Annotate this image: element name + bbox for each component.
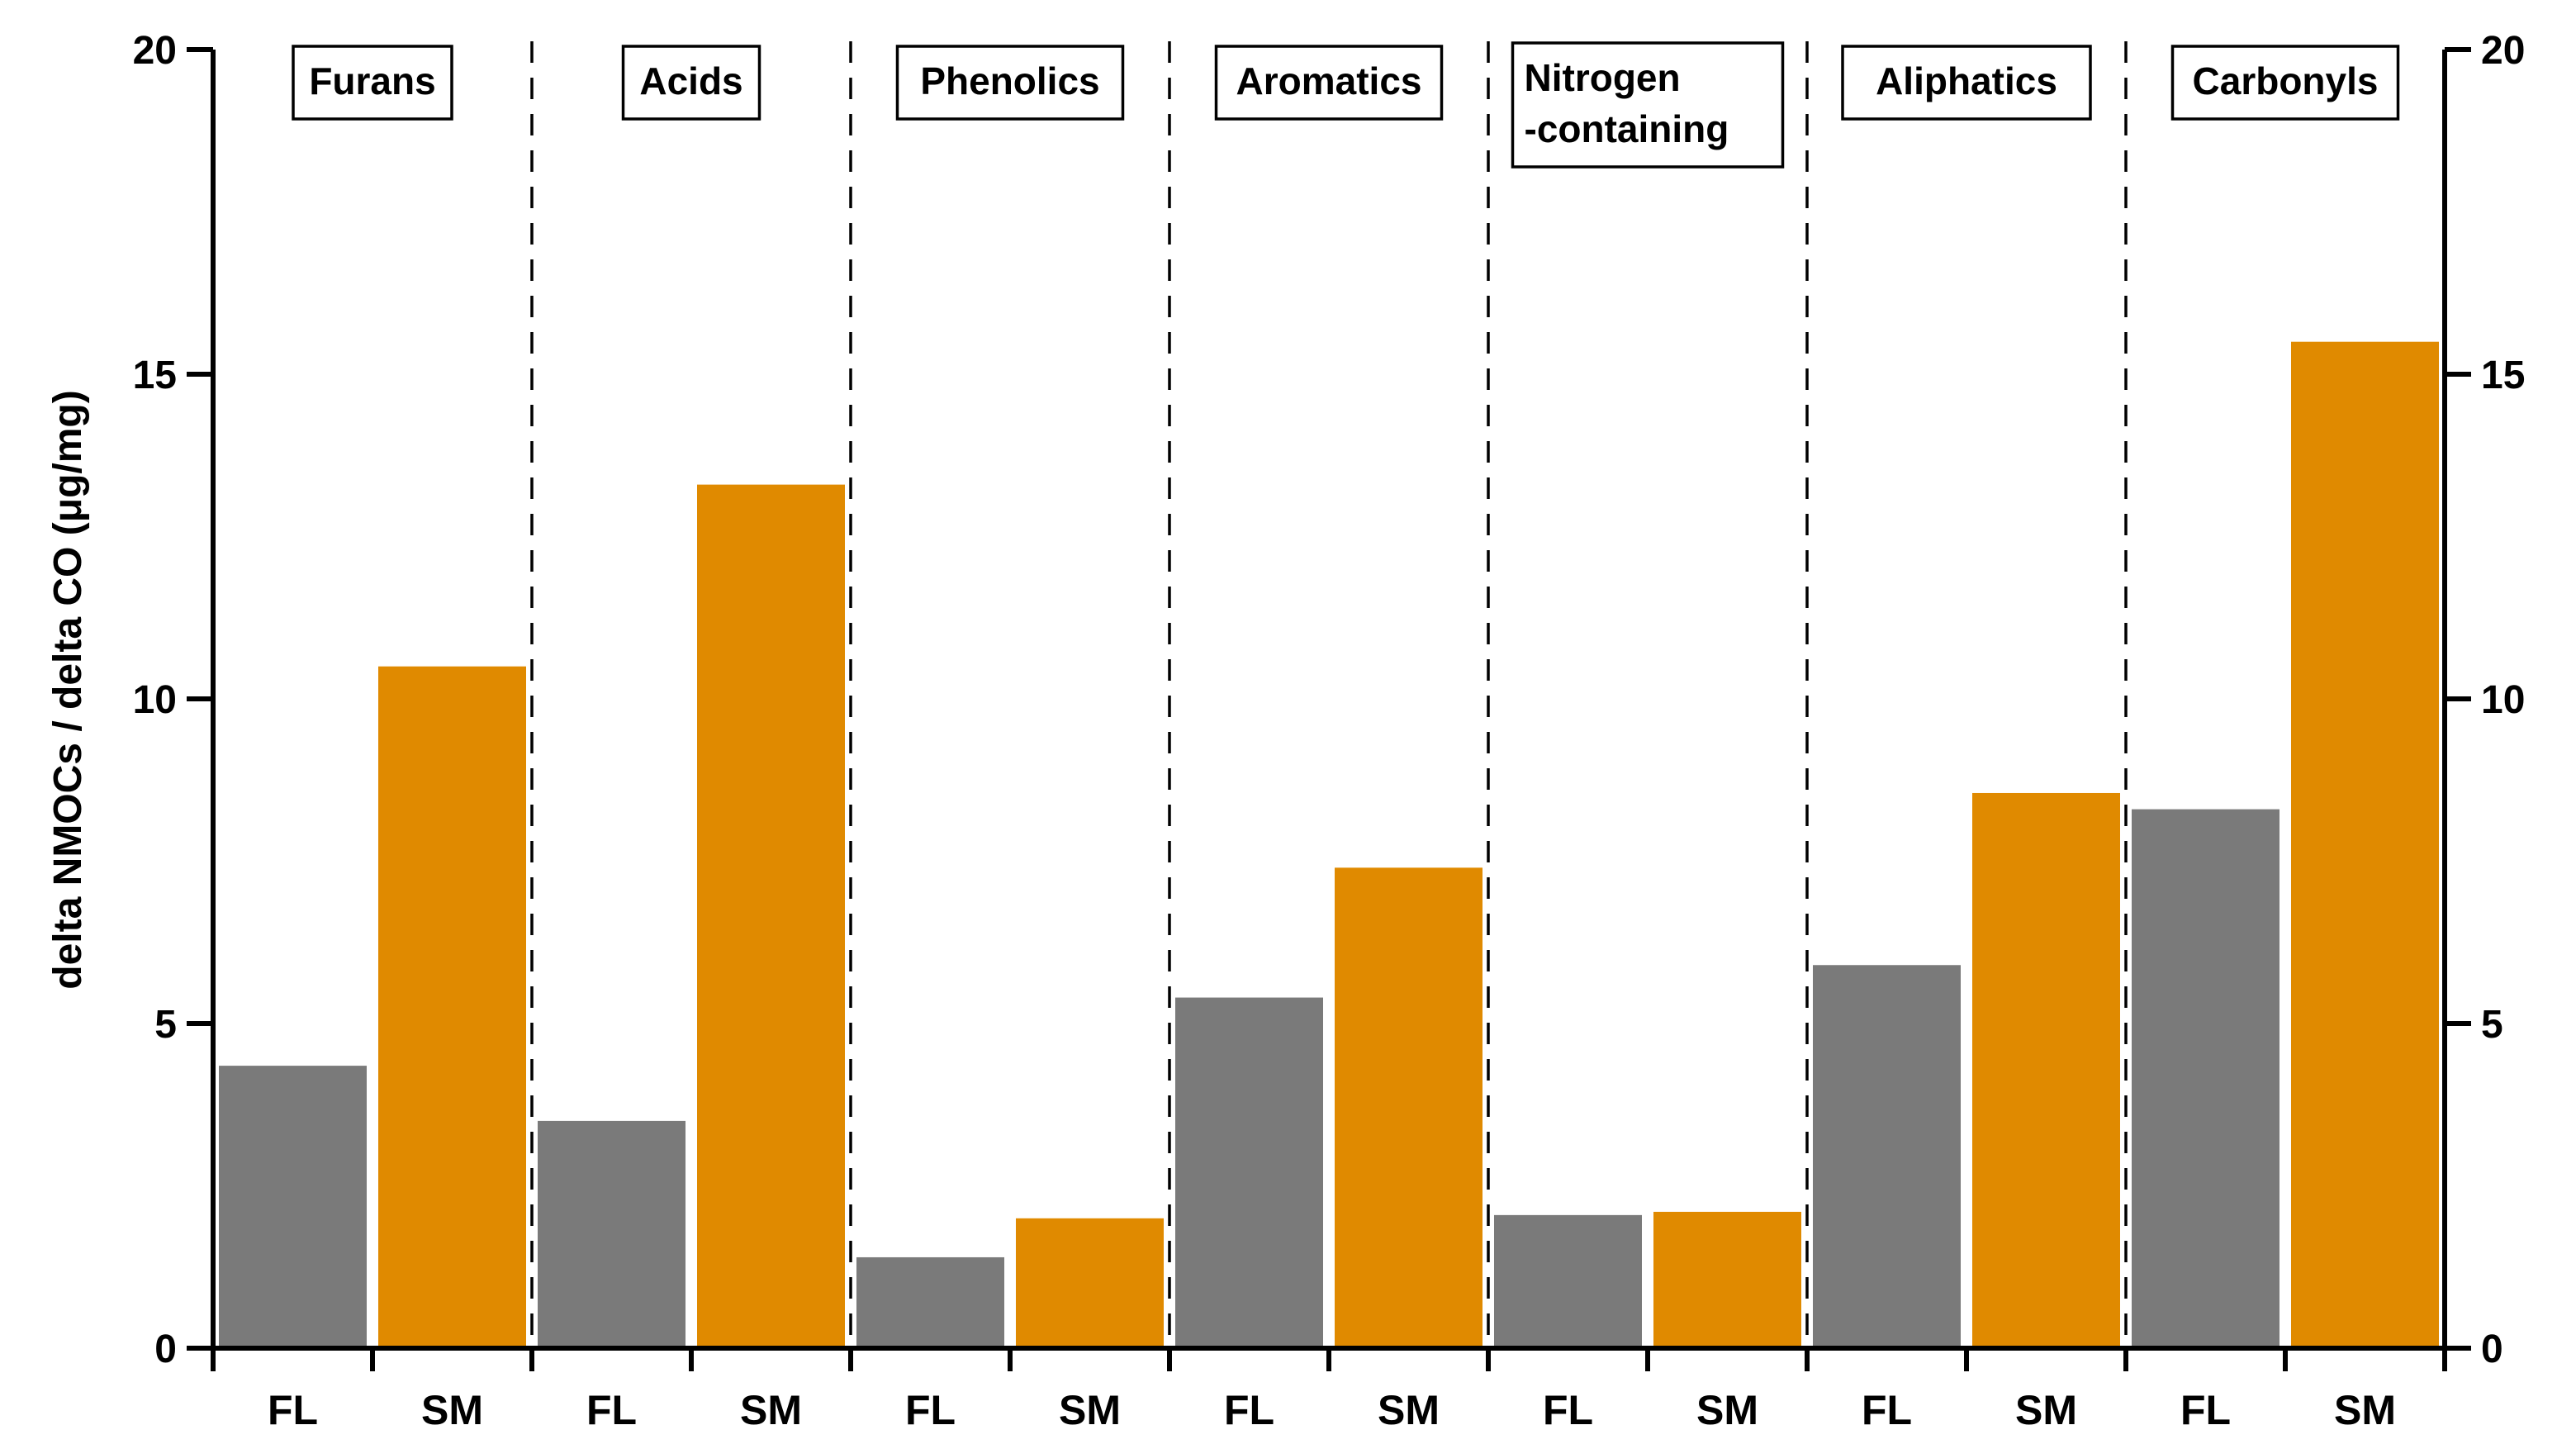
group-label-box (292, 45, 453, 121)
y-axis-label: delta NMOCs / delta CO (μg/mg) (46, 390, 90, 989)
right-y-tick-label: 5 (2481, 1003, 2503, 1047)
bar-sm (1335, 867, 1483, 1346)
left-y-tick-label: 20 (133, 29, 177, 73)
x-tick-label: SM (2334, 1387, 2396, 1433)
x-tick-label: SM (2015, 1387, 2077, 1433)
x-tick-label: FL (2180, 1387, 2231, 1433)
group-label-box (1511, 41, 1785, 169)
x-tick-label: FL (268, 1387, 318, 1433)
x-tick-label: SM (1378, 1387, 1440, 1433)
right-y-tick-label: 15 (2481, 354, 2525, 397)
group-label: Aromatics (1236, 59, 1422, 102)
group-label-box (1214, 45, 1444, 121)
bar-sm (1016, 1218, 1164, 1346)
group-label-box (621, 45, 761, 121)
x-tick-label: FL (1224, 1387, 1274, 1433)
x-tick-label: FL (586, 1387, 637, 1433)
group-label-box (2170, 45, 2400, 121)
group-label: Aliphatics (1876, 59, 2057, 102)
bar-fl (219, 1066, 367, 1346)
right-y-tick-label: 20 (2481, 29, 2525, 73)
group-labels: Furans Acids Phenolics Aromatics Nitrogen -co… (292, 41, 2400, 169)
bar-fl (538, 1120, 686, 1346)
bar-fl (856, 1256, 1004, 1346)
group-label-box (895, 45, 1125, 121)
bar-sm (697, 484, 845, 1346)
left-y-tick-label: 10 (133, 678, 177, 722)
left-y-tick-label: 5 (154, 1003, 177, 1047)
y-ticks: 0 0 5 5 10 10 15 15 20 20 (133, 29, 2526, 1371)
bar-sm (1653, 1211, 1801, 1346)
group-label-box (1841, 45, 2092, 121)
group-label: Phenolics (920, 59, 1099, 102)
bar-sm (2291, 341, 2439, 1347)
group-label: Nitrogen (1525, 56, 1681, 99)
left-y-tick-label: 0 (154, 1328, 177, 1371)
x-tick-label: SM (421, 1387, 483, 1433)
group-label: Furans (309, 59, 435, 102)
bar-sm (378, 666, 526, 1346)
left-y-tick-label: 15 (133, 354, 177, 397)
bar-sm (1972, 792, 2120, 1346)
group-label: Carbonyls (2193, 59, 2379, 102)
bar-fl (2132, 809, 2279, 1346)
right-y-tick-label: 10 (2481, 678, 2525, 722)
bars (219, 341, 2439, 1347)
category-labels: FL SM FL SM FL SM FL SM FL SM FL SM FL SM (268, 1387, 2396, 1433)
right-y-tick-label: 0 (2481, 1328, 2503, 1371)
group-label: Acids (639, 59, 742, 102)
group-label: -containing (1525, 107, 1729, 150)
x-tick-label: SM (740, 1387, 802, 1433)
x-tick-label: FL (1862, 1387, 1912, 1433)
y-axis-label-layer: delta NMOCs / delta CO (μg/mg) (46, 390, 90, 989)
x-tick-label: FL (905, 1387, 956, 1433)
x-ticks (211, 1348, 2447, 1371)
bar-fl (1813, 965, 1961, 1346)
bar-fl (1494, 1214, 1642, 1346)
x-tick-label: FL (1543, 1387, 1593, 1433)
x-tick-label: SM (1696, 1387, 1758, 1433)
bar-fl (1175, 997, 1323, 1346)
x-tick-label: SM (1059, 1387, 1121, 1433)
